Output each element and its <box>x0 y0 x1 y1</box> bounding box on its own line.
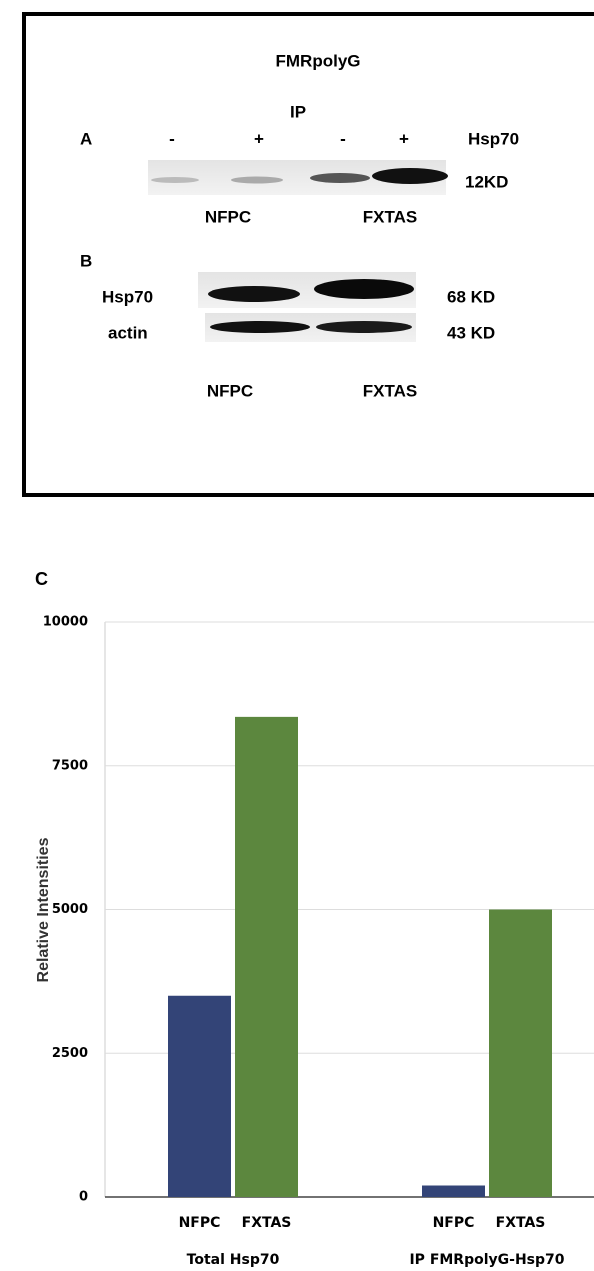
y-tick-label: 0 <box>79 1190 88 1205</box>
group-label: NFPC <box>207 381 253 400</box>
sign: - <box>169 129 175 148</box>
y-tick-label: 7500 <box>52 758 88 773</box>
sign: + <box>254 129 264 148</box>
bar <box>168 996 231 1197</box>
figure: FMRpolyG IP A - + - + Hsp70 12KD NFPC FX… <box>0 0 594 1271</box>
bar <box>489 910 552 1198</box>
panel-label: C <box>35 569 48 589</box>
panel-label: B <box>80 251 92 270</box>
size-label: 43 KD <box>447 323 495 342</box>
group-label: NFPC <box>205 207 251 226</box>
row-label: Hsp70 <box>102 287 153 306</box>
bar-series-label: NFPC <box>179 1215 221 1231</box>
blot-b <box>198 272 416 342</box>
marker-label: Hsp70 <box>468 129 519 148</box>
blot-title: FMRpolyG <box>276 51 361 70</box>
x-tick-label: IP FMRpolyG-Hsp70 <box>409 1252 564 1268</box>
x-tick-label: Total Hsp70 <box>187 1252 280 1268</box>
ip-label: IP <box>290 102 306 121</box>
blot-a <box>148 160 448 195</box>
sign: - <box>340 129 346 148</box>
size-label: 68 KD <box>447 287 495 306</box>
bar <box>235 717 298 1197</box>
sign: + <box>399 129 409 148</box>
y-tick-label: 2500 <box>52 1046 88 1061</box>
y-axis-label: Relative Intensities <box>35 837 52 982</box>
group-label: FXTAS <box>363 381 417 400</box>
y-tick-label: 5000 <box>52 902 88 917</box>
panel-frame <box>24 14 594 495</box>
bar-series-label: FXTAS <box>242 1215 292 1231</box>
bar-series-label: FXTAS <box>496 1215 546 1231</box>
bar <box>422 1186 485 1198</box>
bar-series-label: NFPC <box>433 1215 475 1231</box>
group-label: FXTAS <box>363 207 417 226</box>
panel-label: A <box>80 129 92 148</box>
size-label: 12KD <box>465 172 508 191</box>
y-tick-label: 10000 <box>43 615 88 630</box>
row-label: actin <box>108 323 148 342</box>
